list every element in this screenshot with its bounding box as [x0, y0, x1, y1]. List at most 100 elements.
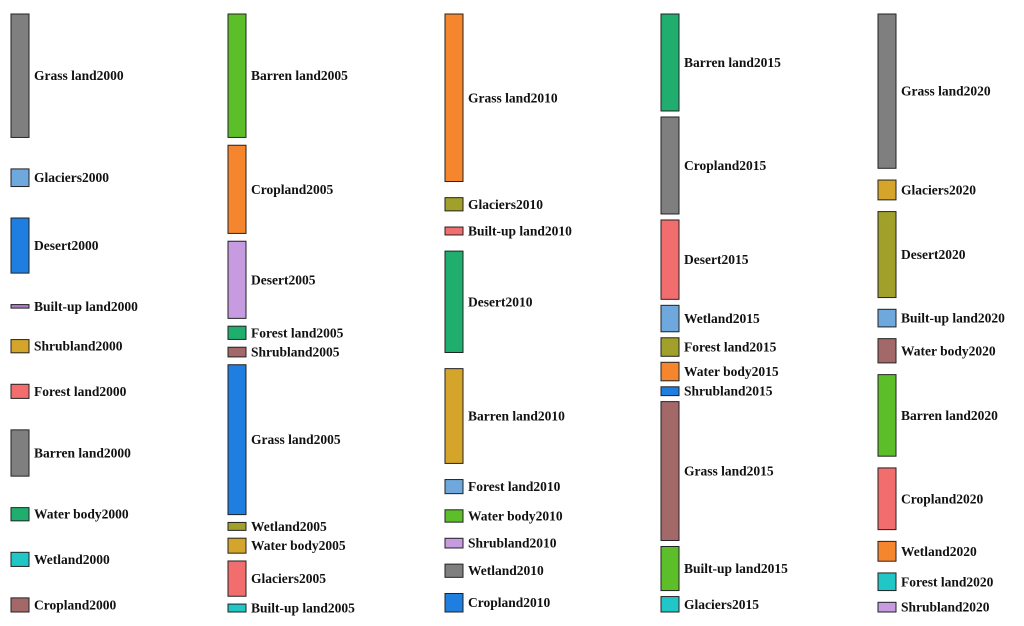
node-desert2015[interactable]	[660, 219, 680, 300]
node-shrubland2000[interactable]	[10, 339, 30, 354]
flow-shrubland2015-to-shrubland2020	[679, 387, 878, 611]
label-grass-land2010: Grass land2010	[468, 90, 558, 105]
flow-barren-land2010-to-desert2015	[463, 264, 661, 408]
label-barren-land2005: Barren land2005	[251, 68, 348, 83]
label-grass-land2005: Grass land2005	[251, 432, 341, 447]
flow-glaciers2000-to-grass-land2005	[29, 178, 228, 400]
node-wetland2015[interactable]	[660, 304, 680, 333]
node-built-up-land2020[interactable]	[877, 308, 897, 328]
label-water-body2010: Water body2010	[468, 508, 563, 523]
label-shrubland2020: Shrubland2020	[901, 600, 990, 615]
node-barren-land2005[interactable]	[227, 13, 247, 138]
flow-desert2010-to-built-up-land2015	[463, 344, 661, 556]
node-forest-land2015[interactable]	[660, 337, 680, 357]
flow-forest-land2010-to-wetland2015	[463, 319, 661, 493]
node-grass-land2015[interactable]	[660, 401, 680, 541]
node-built-up-land2015[interactable]	[660, 545, 680, 592]
node-cropland2020[interactable]	[877, 467, 897, 531]
node-water-body2015[interactable]	[660, 361, 680, 382]
flow-grass-land2010-to-cropland2015	[463, 40, 661, 178]
node-grass-land2005[interactable]	[227, 364, 247, 516]
node-barren-land2020[interactable]	[877, 374, 897, 457]
flow-glaciers2005-to-barren-land2010	[246, 459, 445, 573]
node-forest-land2000[interactable]	[10, 383, 30, 399]
flow-grass-land2005-to-barren-land2010	[246, 405, 445, 458]
label-water-body2020: Water body2020	[901, 343, 996, 358]
node-cropland2010[interactable]	[444, 592, 464, 613]
node-grass-land2010[interactable]	[444, 13, 464, 183]
node-desert2000[interactable]	[10, 217, 30, 274]
label-wetland2020: Wetland2020	[901, 544, 977, 559]
flow-desert2015-to-water-body2020	[679, 260, 878, 352]
node-shrubland2010[interactable]	[444, 537, 464, 549]
flow-grass-land2005-to-desert2010	[246, 357, 445, 413]
node-glaciers2005[interactable]	[227, 560, 247, 597]
label-shrubland2005: Shrubland2005	[251, 345, 340, 360]
flow-built-up-land2015-to-desert2020	[679, 298, 878, 569]
node-barren-land2015[interactable]	[660, 13, 680, 112]
flow-barren-land2005-to-grass-land2010	[246, 14, 445, 102]
flow-built-up-land2010-to-forest-land2015	[463, 227, 661, 346]
node-barren-land2010[interactable]	[444, 368, 464, 464]
label-shrubland2015: Shrubland2015	[684, 384, 773, 399]
flow-cropland2015-to-glaciers2020	[679, 170, 878, 200]
flow-desert2005-to-grass-land2010	[246, 137, 445, 258]
node-water-body2010[interactable]	[444, 509, 464, 523]
node-built-up-land2000[interactable]	[10, 304, 30, 309]
node-water-body2020[interactable]	[877, 338, 897, 364]
node-wetland2005[interactable]	[227, 521, 247, 531]
label-glaciers2010: Glaciers2010	[468, 197, 543, 212]
flow-barren-land2000-to-glaciers2005	[29, 467, 228, 586]
label-wetland2010: Wetland2010	[468, 563, 544, 578]
node-glaciers2015[interactable]	[660, 596, 680, 613]
node-grass-land2020[interactable]	[877, 13, 897, 169]
node-water-body2005[interactable]	[227, 537, 247, 554]
flow-wetland2000-to-barren-land2005	[29, 87, 228, 559]
node-built-up-land2005[interactable]	[227, 603, 247, 613]
flow-desert2005-to-glaciers2010	[246, 198, 445, 270]
label-wetland2000: Wetland2000	[34, 552, 110, 567]
node-desert2020[interactable]	[877, 211, 897, 299]
node-desert2010[interactable]	[444, 250, 464, 353]
node-wetland2020[interactable]	[877, 540, 897, 562]
node-shrubland2005[interactable]	[227, 346, 247, 358]
node-glaciers2020[interactable]	[877, 179, 897, 201]
flow-desert2015-to-grass-land2020	[679, 129, 878, 247]
node-wetland2010[interactable]	[444, 563, 464, 578]
flow-cropland2005-to-desert2010	[246, 181, 445, 313]
label-built-up-land2015: Built-up land2015	[684, 561, 788, 576]
node-glaciers2010[interactable]	[444, 197, 464, 212]
node-cropland2015[interactable]	[660, 116, 680, 215]
flow-grass-land2010-to-barren-land2015	[463, 14, 661, 40]
label-glaciers2005: Glaciers2005	[251, 571, 326, 586]
label-barren-land2015: Barren land2015	[684, 55, 781, 70]
flow-grass-land2000-to-cropland2005	[29, 40, 228, 189]
node-water-body2000[interactable]	[10, 507, 30, 522]
node-built-up-land2010[interactable]	[444, 226, 464, 236]
label-grass-land2000: Grass land2000	[34, 68, 124, 83]
node-barren-land2000[interactable]	[10, 429, 30, 477]
flow-grass-land2005-to-forest-land2010	[246, 457, 445, 493]
node-glaciers2000[interactable]	[10, 168, 30, 188]
node-forest-land2010[interactable]	[444, 479, 464, 495]
node-wetland2000[interactable]	[10, 551, 30, 567]
node-cropland2005[interactable]	[227, 144, 247, 234]
node-cropland2000[interactable]	[10, 597, 30, 613]
land-use-nodes	[10, 13, 897, 613]
flow-grass-land2015-to-cropland2020	[679, 488, 878, 530]
flow-grass-land2010-to-desert2015	[463, 102, 661, 264]
node-forest-land2020[interactable]	[877, 572, 897, 592]
flow-grass-land2000-to-barren-land2005	[29, 14, 228, 40]
flow-glaciers2005-to-grass-land2010	[246, 182, 445, 564]
node-desert2005[interactable]	[227, 240, 247, 319]
node-forest-land2005[interactable]	[227, 325, 247, 340]
flow-cropland2005-to-barren-land2010	[246, 207, 445, 395]
flow-glaciers2000-to-barren-land2005	[29, 40, 228, 177]
node-grass-land2000[interactable]	[10, 13, 30, 138]
label-barren-land2000: Barren land2000	[34, 446, 131, 461]
node-shrubland2015[interactable]	[660, 386, 680, 397]
flow-forest-land2000-to-glaciers2005	[29, 391, 228, 577]
node-shrubland2020[interactable]	[877, 601, 897, 613]
label-shrubland2000: Shrubland2000	[34, 339, 123, 354]
label-forest-land2015: Forest land2015	[684, 340, 777, 355]
